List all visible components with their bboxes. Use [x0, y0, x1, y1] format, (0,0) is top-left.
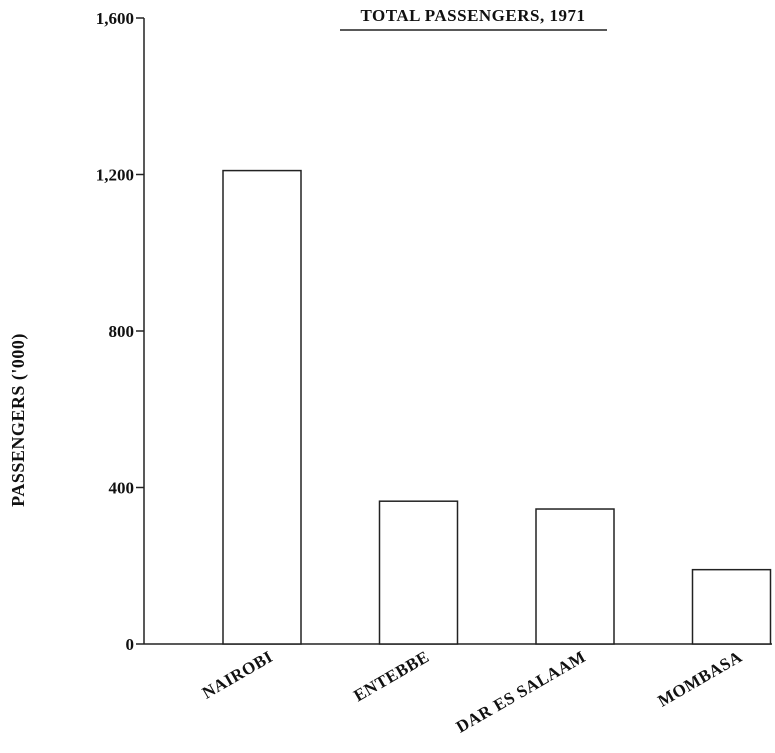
category-label-nairobi: NAIROBI [199, 647, 276, 703]
category-label-dar-es-salaam: DAR ES SALAAM [453, 647, 589, 737]
y-ticks: 0 400 800 1,200 1,600 [96, 9, 144, 654]
y-tick-label: 1,600 [96, 9, 134, 28]
category-label-entebbe: ENTEBBE [350, 647, 432, 705]
bar-mombasa [691, 568, 772, 645]
bar-nairobi [222, 169, 302, 645]
category-labels: NAIROBI ENTEBBE DAR ES SALAAM MOMBASA [199, 647, 746, 737]
bars [222, 169, 772, 645]
y-tick-label: 400 [109, 479, 135, 498]
bar-dar-es-salaam [535, 508, 615, 645]
y-tick-label: 0 [126, 635, 135, 654]
y-axis-label: PASSENGERS ('000) [8, 333, 29, 507]
y-tick-label: 1,200 [96, 166, 134, 185]
bar-entebbe [378, 500, 459, 645]
chart-title: TOTAL PASSENGERS, 1971 [361, 6, 586, 25]
category-label-mombasa: MOMBASA [654, 647, 745, 711]
y-tick-label: 800 [109, 322, 135, 341]
